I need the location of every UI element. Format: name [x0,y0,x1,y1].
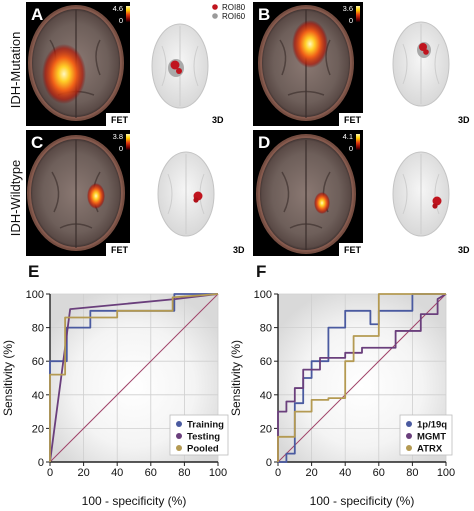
colorbar-min: 0 [349,16,353,25]
legend-roi80: ROI80 [222,3,246,12]
series-line-mgmt [277,293,447,462]
series-line-pooled [49,293,219,462]
3d-label: 3D [458,245,470,255]
panel-a-mri: A 4.6 0 FET [26,2,130,126]
y-tick-label: 20 [260,423,272,435]
y-tick-label: 20 [32,423,44,435]
panel-letter-f: F [256,262,266,281]
y-tick-label: 40 [260,390,272,402]
x-tick-label: 80 [406,467,418,479]
panel-a-3d: 3D [151,23,224,125]
legend-marker [406,445,412,451]
panel-letter: A [31,5,43,24]
y-axis-label: Sensitivity (%) [229,340,243,416]
legend-marker [406,433,412,439]
row-label-idh-mutation: IDH-Mutation [8,32,23,109]
row-label-idh-wildtype: IDH-Wildtype [8,160,23,237]
modality-label: FET [344,245,362,255]
panel-c-mri: C 3.8 0 FET [26,130,130,256]
colorbar [126,134,130,150]
legend-marker [176,445,182,451]
colorbar-max: 3.6 [343,4,353,13]
colorbar-min: 0 [119,16,123,25]
brain-image [258,5,354,121]
panel-c-3d: 3D [157,151,245,255]
y-tick-label: 100 [26,289,44,301]
panel-letter: B [258,5,270,24]
legend-entry: MGMT [417,432,446,443]
x-tick-label: 40 [339,467,351,479]
y-tick-label: 80 [32,323,44,335]
x-tick-label: 80 [178,467,190,479]
y-tick-label: 80 [260,323,272,335]
x-tick-label: 100 [437,467,455,479]
legend-marker [406,421,412,427]
colorbar [356,134,360,150]
roc-chart-f: F Sensitivity (%) 100 - specificity (%) … [229,262,455,508]
x-tick-label: 100 [209,467,227,479]
panel-d-mri: D 4.1 0 FET [253,130,363,256]
brain-image [28,5,124,121]
x-tick-label: 20 [305,467,317,479]
modality-label: FET [111,245,129,255]
brain-image [27,135,125,251]
panel-b-mri: B 3.6 0 FET [253,2,363,126]
colorbar-min: 0 [119,144,123,153]
panel-letter-e: E [28,262,39,281]
legend-roi60: ROI60 [222,12,246,21]
legend-marker [176,421,182,427]
legend-entry: Testing [187,432,220,443]
y-tick-label: 40 [32,390,44,402]
legend-marker [176,433,182,439]
modality-label: FET [344,115,362,125]
colorbar-max: 4.6 [113,4,123,13]
legend-entry: Pooled [187,444,219,455]
y-tick-label: 0 [266,457,272,469]
reference-diagonal [277,293,447,463]
roi-legend: ROI80 ROI60 [212,3,246,21]
x-tick-label: 20 [77,467,89,479]
y-tick-label: 60 [32,356,44,368]
colorbar-max: 3.8 [113,132,123,141]
x-tick-label: 60 [145,467,157,479]
legend-entry: Training [187,420,224,431]
3d-label: 3D [233,245,245,255]
panel-letter: C [31,133,43,152]
y-axis-label: Sensitivity (%) [1,340,15,416]
colorbar [356,6,360,22]
legend-entry: ATRX [417,444,443,455]
panel-letter: D [258,133,270,152]
colorbar-min: 0 [349,144,353,153]
x-tick-label: 60 [373,467,385,479]
x-tick-label: 40 [111,467,123,479]
y-tick-label: 100 [254,289,272,301]
panel-b-3d: 3D [392,21,470,125]
y-tick-label: 0 [38,457,44,469]
brain-image [256,134,356,254]
panel-d-3d: 3D [392,151,470,255]
modality-label: FET [111,115,129,125]
roc-chart-e: E Sensitivity (%) 100 - specificity (%) … [1,262,229,508]
colorbar [126,6,130,22]
x-tick-label: 0 [47,467,53,479]
x-axis-label: 100 - specificity (%) [82,494,187,508]
x-axis-label: 100 - specificity (%) [310,494,415,508]
reference-diagonal [49,293,219,463]
series-line-atrx [277,293,446,462]
3d-label: 3D [458,115,470,125]
colorbar-max: 4.1 [343,132,353,141]
legend-entry: 1p/19q [417,420,447,431]
3d-label: 3D [212,115,224,125]
y-tick-label: 60 [260,356,272,368]
x-tick-label: 0 [275,467,281,479]
series-line-testing [49,293,219,463]
